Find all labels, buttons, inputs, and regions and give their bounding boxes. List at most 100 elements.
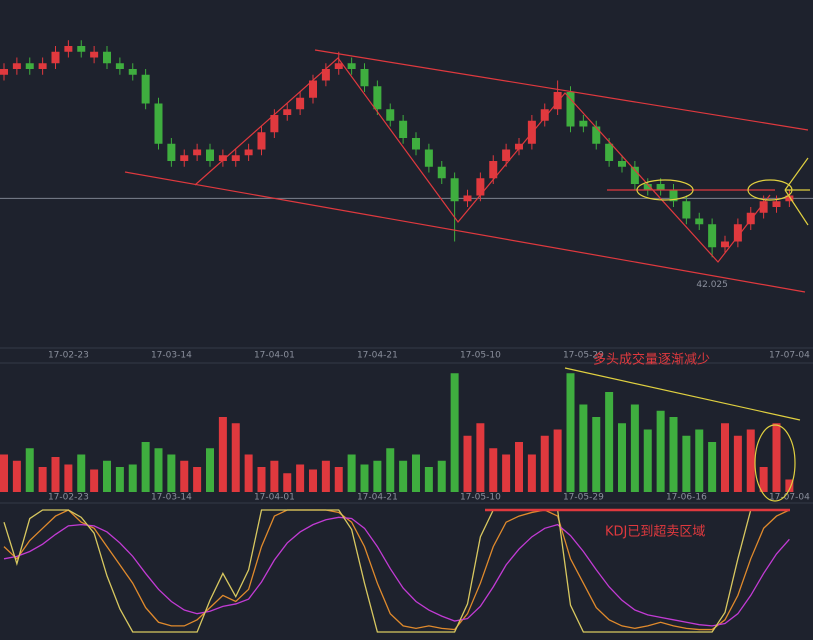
volume-bar	[141, 442, 150, 492]
volume-bar	[231, 423, 240, 492]
volume-bar	[656, 410, 665, 492]
annotation: KDJ已到超卖区域	[605, 525, 705, 540]
volume-bar	[90, 469, 99, 492]
candle-body	[77, 46, 86, 52]
volume-bar	[296, 464, 305, 492]
candle-body	[733, 224, 742, 242]
candle-body	[540, 109, 549, 121]
x-tick-label: 17-03-14	[151, 351, 192, 361]
candle-body	[103, 51, 111, 64]
candle-body	[231, 155, 240, 161]
volume-bar	[630, 404, 639, 492]
candle-body	[656, 184, 665, 190]
x-tick-label: 17-04-21	[357, 493, 398, 503]
volume-bar	[154, 448, 163, 492]
arrow	[784, 189, 809, 226]
kdj-line	[3, 509, 790, 631]
volume-bar	[51, 457, 60, 492]
x-tick-label: 17-04-01	[254, 351, 295, 361]
candle-body	[38, 63, 47, 69]
volume-bar	[0, 454, 8, 492]
candle-body	[592, 126, 601, 144]
volume-bar	[463, 435, 472, 492]
volume-bar	[64, 464, 73, 492]
kdj-line	[3, 516, 790, 627]
candle-body	[630, 166, 639, 184]
candle-body	[270, 115, 279, 133]
volume-bar	[244, 454, 253, 492]
candle-body	[424, 149, 433, 167]
volume-bar	[167, 454, 176, 492]
trend-line	[314, 49, 809, 131]
volume-bar	[643, 429, 652, 492]
volume-bar	[77, 454, 86, 492]
volume-bar	[682, 435, 691, 492]
volume-bar	[386, 448, 395, 492]
low-label: 42.025	[696, 280, 728, 290]
volume-bar	[527, 454, 536, 492]
candle-body	[450, 178, 459, 202]
volume-bar	[592, 417, 601, 492]
annotation: 多头成交量逐渐减少	[593, 352, 710, 368]
arrow	[784, 157, 809, 191]
volume-bar	[733, 435, 742, 492]
candle-body	[51, 51, 60, 64]
candle-body	[502, 149, 511, 161]
candle-body	[772, 201, 781, 207]
candle-body	[695, 218, 704, 225]
volume-bar	[309, 469, 317, 492]
trend-line	[124, 171, 806, 293]
kdj-line	[3, 509, 790, 633]
volume-bar	[566, 373, 575, 492]
x-tick-label: 17-04-01	[254, 493, 295, 503]
x-tick-label: 17-02-23	[48, 351, 89, 361]
candle-body	[579, 120, 588, 127]
candle-body	[128, 69, 137, 75]
candle-body	[489, 161, 498, 179]
candle-body	[90, 51, 99, 58]
candle-body	[669, 189, 678, 202]
volume-bar	[759, 467, 768, 492]
candle-body	[12, 63, 21, 69]
x-tick-label: 17-05-10	[460, 351, 501, 361]
volume-bar	[772, 423, 781, 492]
candle-body	[360, 69, 369, 87]
trend-line	[564, 367, 801, 421]
x-tick-label: 17-07-04	[769, 351, 810, 361]
volume-bar	[218, 417, 227, 492]
volume-bar	[785, 479, 794, 492]
candle-body	[399, 120, 408, 138]
candle-body	[785, 195, 794, 202]
x-tick-label: 17-02-23	[48, 493, 89, 503]
volume-bar	[193, 467, 202, 492]
zigzag-line	[194, 57, 771, 263]
volume-bar	[721, 423, 729, 492]
volume-bar	[489, 448, 498, 492]
volume-bar	[38, 467, 47, 492]
candle-body	[141, 74, 150, 104]
volume-bar	[399, 460, 408, 492]
volume-bar	[270, 460, 279, 492]
volume-bar	[450, 373, 459, 492]
candle-body	[244, 149, 253, 156]
volume-bar	[502, 454, 511, 492]
volume-bar	[540, 435, 549, 492]
volume-bar	[115, 467, 124, 492]
candle-body	[682, 201, 691, 219]
volume-bar	[412, 454, 420, 492]
volume-bar	[476, 423, 485, 492]
marks: 42.025 17-02-23 17-03-14 17-04-01 17-04-21 17…	[0, 40, 813, 633]
volume-bar	[321, 460, 330, 492]
volume-bar	[25, 448, 34, 492]
candle-body	[206, 149, 214, 161]
candle-body	[746, 212, 755, 225]
candle-body	[412, 138, 420, 150]
candle-body	[0, 69, 8, 75]
candle-body	[296, 97, 305, 110]
annotations	[124, 49, 810, 512]
candle-body	[721, 241, 729, 248]
volume-bar	[618, 423, 626, 492]
volume-bar	[669, 417, 678, 492]
